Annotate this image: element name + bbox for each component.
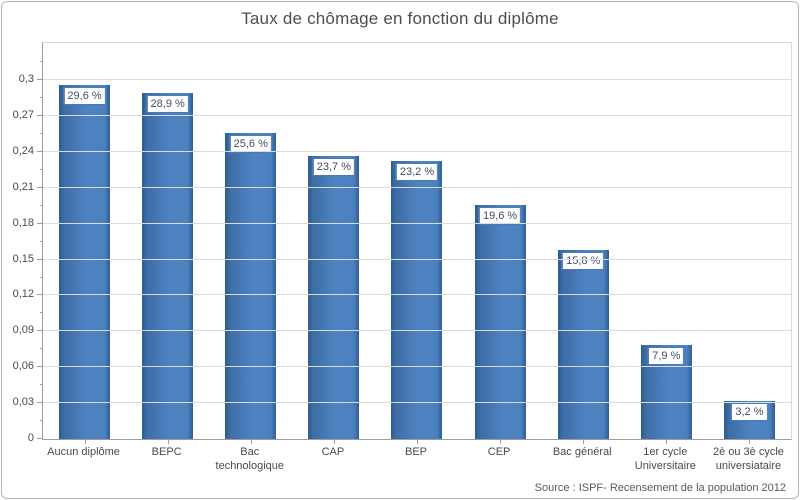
y-axis-major-tick: [37, 222, 43, 224]
y-axis-label: 0,27: [12, 108, 34, 121]
y-axis-label: 0,15: [12, 252, 34, 265]
y-axis-major-tick: [37, 366, 43, 368]
gridline: [43, 366, 791, 368]
source-note: Source : ISPF- Recensement de la populat…: [534, 482, 786, 494]
x-axis-tick: [749, 440, 751, 444]
y-axis-labels: 0 0,03 0,06 0,09 0,12 0,15 0,18 0,21 0,24 0,27 0,3: [2, 42, 34, 444]
chart-title: Taux de chômage en fonction du diplôme: [241, 9, 559, 28]
y-axis-major-tick: [37, 438, 43, 439]
bar-value-label: 23,2 %: [395, 163, 439, 182]
bar-slot: 19,6 %: [459, 43, 542, 439]
gridline: [43, 79, 791, 81]
bar-value-label: 15,8 %: [562, 252, 605, 270]
y-axis-minor-tick: [40, 420, 43, 422]
y-axis-label: 0,18: [12, 216, 34, 229]
bar-slot: 3,2 %: [708, 43, 791, 439]
category-label: BEPC: [151, 446, 182, 458]
category-label: BEP: [404, 446, 427, 458]
gridline: [43, 186, 791, 188]
bar-slot: 25,6 %: [209, 43, 292, 439]
x-axis-tick: [417, 440, 418, 444]
y-axis-minor-tick: [40, 61, 43, 63]
plot-area: 29,6 % 28,9 % 25,6 % 23,7 % 23,2 % 19,6 % 15,8…: [37, 42, 792, 444]
bar-1: 29,6 %: [59, 84, 111, 439]
y-axis-minor-tick: [40, 312, 43, 314]
y-axis-label: 0,21: [12, 180, 34, 193]
bar-7: 15,8 %: [557, 250, 609, 439]
bar-value-label: 19,6 %: [478, 206, 522, 225]
x-axis-tick: [84, 440, 86, 444]
gridline: [43, 294, 791, 296]
y-axis-major-tick: [37, 150, 43, 152]
y-axis-minor-tick: [40, 348, 43, 350]
category-label: 2è ou 3è cycle universiataire: [712, 446, 784, 472]
y-axis-label: 0,03: [12, 396, 34, 409]
bar-value-label: 25,6 %: [229, 134, 272, 153]
bar-slot: 29,6 %: [43, 43, 126, 439]
y-axis-major-tick: [37, 258, 43, 260]
bar-4: 23,7 %: [308, 155, 360, 439]
x-axis-labels: Aucun diplôme BEPC Bac technologique CAP BEP…: [42, 445, 790, 473]
y-axis-major-tick: [37, 79, 43, 81]
y-axis-label: 0,09: [12, 324, 34, 337]
bar-8: 7,9 %: [640, 344, 692, 439]
bar-9: 3,2 %: [723, 400, 775, 439]
bar-6: 19,6 %: [474, 204, 526, 439]
y-axis-major-tick: [37, 186, 43, 188]
bar-slot: 7,9 %: [625, 43, 708, 439]
y-axis-major-tick: [37, 114, 43, 116]
category-label: CAP: [321, 446, 345, 458]
bar-value-label: 23,7 %: [312, 157, 355, 176]
x-axis-tick: [583, 440, 585, 444]
gridline: [43, 114, 791, 116]
bar-value-label: 3,2 %: [731, 402, 768, 421]
gridline: [43, 402, 791, 404]
y-axis-major-tick: [37, 330, 43, 332]
y-axis-minor-tick: [40, 168, 43, 170]
y-axis-minor-tick: [40, 384, 43, 386]
bar-slot: 23,7 %: [292, 43, 375, 439]
y-axis-minor-tick: [40, 204, 43, 206]
x-axis-tick: [167, 440, 169, 444]
bar-5: 23,2 %: [391, 161, 443, 439]
y-axis-minor-tick: [40, 240, 43, 242]
gridline: [43, 150, 791, 152]
y-axis-label: 0,12: [12, 288, 34, 301]
x-axis-tick: [666, 440, 668, 444]
bar-slot: 28,9 %: [126, 43, 209, 439]
bar-value-label: 29,6 %: [63, 86, 106, 105]
x-axis-tick: [500, 440, 502, 444]
y-axis-minor-tick: [40, 97, 43, 99]
gridline: [43, 330, 791, 332]
category-label: CEP: [487, 446, 511, 458]
gridline: [43, 222, 791, 224]
bar-slot: 15,8 %: [542, 43, 625, 439]
bar-3: 25,6 %: [225, 132, 277, 439]
y-axis-label: 0: [27, 432, 34, 444]
bar-value-label: 7,9 %: [648, 346, 685, 365]
bars-container: 29,6 % 28,9 % 25,6 % 23,7 % 23,2 % 19,6 % 15,8…: [43, 43, 791, 439]
category-label: 1er cycle Universitaire: [634, 446, 696, 472]
y-axis-major-tick: [37, 294, 43, 296]
y-axis-label: 0,06: [12, 360, 34, 373]
y-axis-minor-tick: [40, 132, 43, 134]
category-label: Bac technologique: [215, 446, 285, 472]
category-label: Bac général: [552, 446, 612, 458]
y-axis-label: 0,3: [18, 73, 34, 86]
y-axis-minor-tick: [40, 276, 43, 278]
gridline: [43, 258, 791, 260]
x-axis-tick: [333, 440, 335, 444]
y-axis-major-tick: [37, 402, 43, 404]
x-axis-tick: [250, 440, 252, 444]
bar-2: 28,9 %: [142, 93, 194, 439]
category-label: Aucun diplôme: [47, 446, 120, 458]
y-axis-label: 0,24: [12, 144, 34, 157]
bar-value-label: 28,9 %: [146, 95, 189, 114]
bar-slot: 23,2 %: [375, 43, 458, 439]
